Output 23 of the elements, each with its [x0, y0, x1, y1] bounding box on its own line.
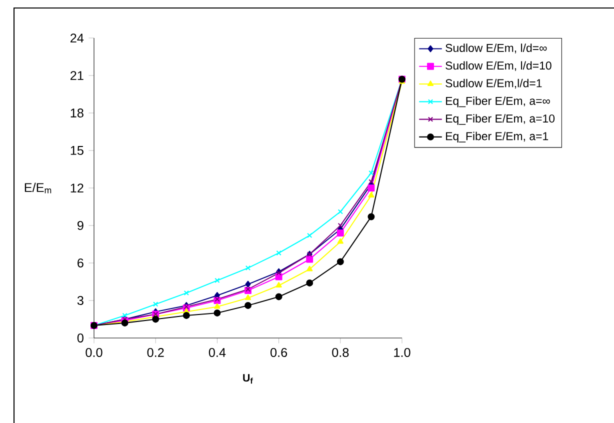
- y-axis-title: E/E$_{m}$: [24, 182, 52, 194]
- y-tick-label: 6: [78, 258, 84, 268]
- y-tick-label: 9: [78, 221, 84, 230]
- x-tick-label: 1.0: [394, 348, 410, 357]
- x-tick-label: 0.2: [147, 348, 164, 357]
- y-tick-label: 12: [70, 184, 84, 192]
- legend-label: Eq_Fiber E/Em, a=10: [446, 114, 555, 125]
- x-tick-label: 0.8: [332, 348, 349, 357]
- legend-label: Sudlow E/Em, l/d=∞: [446, 44, 547, 54]
- legend-label: Sudlow E/Em,l/d=1: [446, 78, 542, 89]
- y-tick-label: 0: [77, 334, 84, 342]
- y-tick-label: 21: [70, 71, 84, 80]
- y-tick-label: 3: [77, 296, 84, 305]
- y-tick-label: 24: [70, 34, 84, 42]
- y-tick-label: 18: [70, 108, 84, 118]
- x-tick-label: 0.4: [208, 348, 226, 357]
- x-tick-label: 0.6: [270, 348, 288, 357]
- legend-label: Eq_Fiber E/Em, a=∞: [446, 96, 550, 108]
- legend-label: Eq_Fiber E/Em, a=1: [446, 132, 548, 142]
- x-axis-title: U$_{f}$: [243, 374, 253, 384]
- legend-label: Sudlow E/Em, l/d=10: [446, 61, 552, 72]
- x-tick-label: 0.0: [86, 348, 102, 357]
- y-tick-label: 15: [70, 146, 84, 155]
